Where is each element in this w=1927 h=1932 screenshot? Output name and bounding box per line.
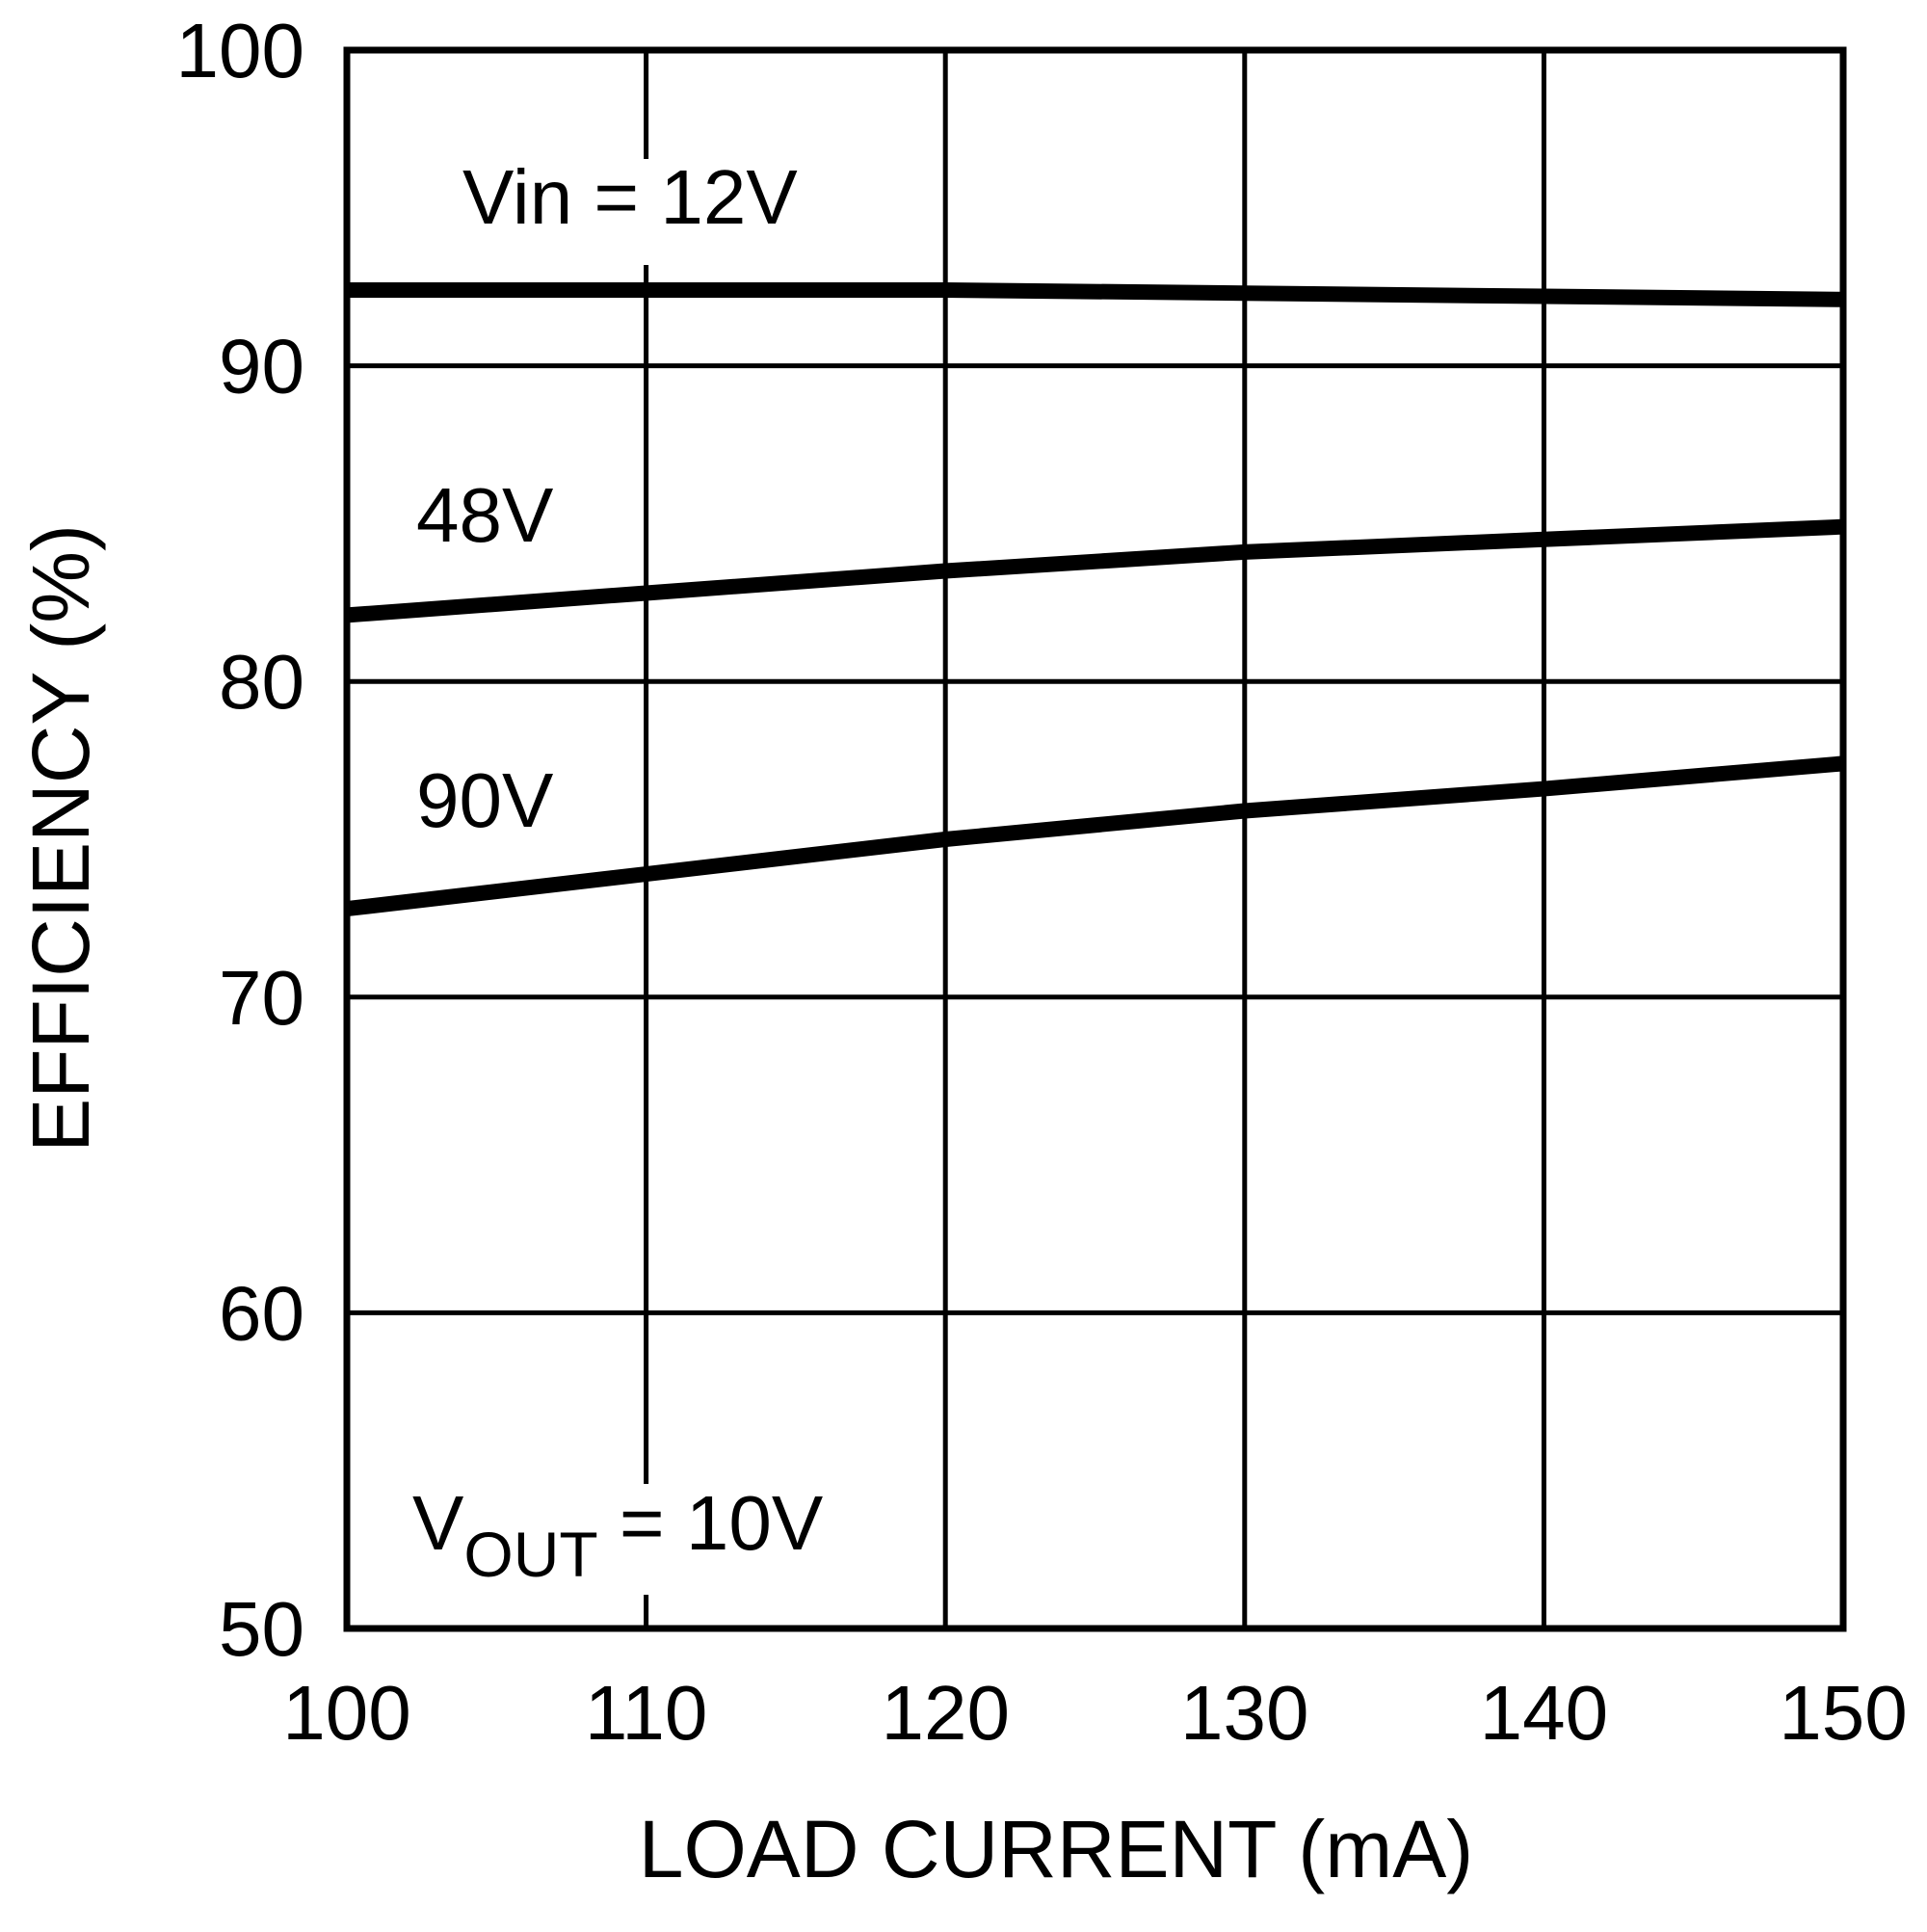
y-axis-title: EFFICIENCY (%) — [15, 524, 106, 1152]
vout-subscript: OUT — [463, 1519, 597, 1590]
x-tick-label: 140 — [1480, 1670, 1608, 1756]
y-tick-label: 80 — [219, 639, 304, 725]
y-tick-labels: 50 60 70 80 90 100 — [176, 8, 304, 1672]
series-label-12v: Vin = 12V — [462, 154, 798, 240]
label-backgrounds — [640, 159, 652, 1595]
y-tick-label: 50 — [219, 1586, 304, 1672]
y-tick-label: 90 — [219, 324, 304, 410]
y-tick-label: 70 — [219, 955, 304, 1041]
y-tick-label: 100 — [176, 8, 304, 93]
x-axis-title: LOAD CURRENT (mA) — [639, 1804, 1474, 1894]
x-tick-labels: 100 110 120 130 140 150 — [282, 1670, 1907, 1756]
x-tick-label: 130 — [1180, 1670, 1308, 1756]
plot-frame — [343, 46, 1847, 1632]
series-label-48v: 48V — [416, 472, 554, 558]
vout-annotation: VOUT = 10V — [412, 1480, 824, 1590]
data-series — [346, 281, 1844, 917]
x-tick-label: 100 — [282, 1670, 410, 1756]
x-tick-label: 150 — [1779, 1670, 1907, 1756]
x-tick-label: 110 — [585, 1670, 708, 1756]
y-tick-label: 60 — [219, 1270, 304, 1356]
series-line — [346, 755, 1844, 917]
series-label-90v: 90V — [416, 757, 554, 843]
vout-value: = 10V — [598, 1480, 824, 1566]
series-line — [347, 281, 1844, 307]
series-line — [346, 518, 1844, 623]
x-tick-label: 120 — [881, 1670, 1009, 1756]
vout-main: V — [412, 1480, 464, 1566]
